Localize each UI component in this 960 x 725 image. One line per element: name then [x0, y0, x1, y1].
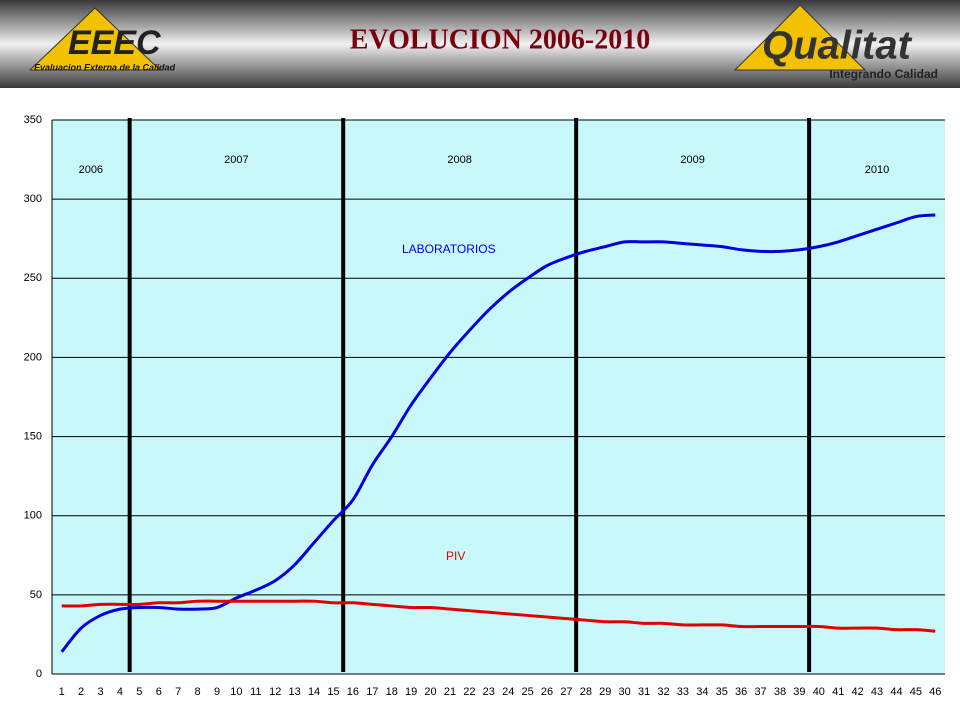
y-tick-label: 200 [24, 351, 42, 363]
x-tick-label: 23 [483, 686, 495, 698]
x-tick-label: 41 [832, 686, 844, 698]
x-tick-label: 16 [347, 686, 359, 698]
x-tick-label: 27 [560, 686, 572, 698]
x-tick-label: 14 [308, 686, 320, 698]
x-tick-label: 9 [214, 686, 220, 698]
y-tick-label: 150 [24, 430, 42, 442]
x-tick-label: 31 [638, 686, 650, 698]
x-tick-label: 15 [327, 686, 339, 698]
x-tick-label: 38 [774, 686, 786, 698]
x-tick-label: 22 [463, 686, 475, 698]
series-line [61, 599, 936, 633]
x-tick-label: 37 [754, 686, 766, 698]
left-logo: EEEC [68, 24, 161, 62]
x-tick-label: 2 [78, 686, 84, 698]
series-line [60, 213, 936, 653]
y-tick-label: 350 [24, 114, 42, 126]
x-tick-label: 46 [929, 686, 941, 698]
x-tick-label: 43 [871, 686, 883, 698]
x-tick-label: 42 [852, 686, 864, 698]
x-tick-label: 11 [250, 686, 261, 698]
x-tick-label: 7 [175, 686, 181, 698]
x-tick-label: 4 [117, 686, 123, 698]
x-tick-label: 5 [136, 686, 142, 698]
x-tick-label: 8 [195, 686, 201, 698]
plot-area [52, 120, 945, 674]
x-tick-label: 10 [230, 686, 242, 698]
x-tick-label: 39 [793, 686, 805, 698]
x-tick-label: 19 [405, 686, 417, 698]
x-tick-label: 32 [657, 686, 669, 698]
y-tick-label: 250 [24, 272, 42, 284]
left-logo-shape [28, 7, 162, 71]
year-label: 2010 [865, 164, 889, 176]
year-label: 2006 [79, 164, 103, 176]
x-tick-label: 1 [59, 686, 65, 698]
x-tick-label: 3 [97, 686, 103, 698]
x-tick-label: 24 [502, 686, 514, 698]
x-tick-label: 44 [890, 686, 902, 698]
x-tick-label: 26 [541, 686, 553, 698]
right-logo-caption: Integrando Calidad [829, 67, 938, 81]
y-tick-label: 300 [24, 193, 42, 205]
year-label: 2009 [680, 154, 704, 166]
y-tick-label: 50 [30, 589, 42, 601]
y-tick-label: 0 [36, 668, 42, 680]
right-logo: Qualitat [762, 24, 913, 68]
x-tick-label: 18 [386, 686, 398, 698]
x-tick-label: 35 [716, 686, 728, 698]
x-tick-label: 33 [677, 686, 689, 698]
y-tick-label: 100 [24, 510, 42, 522]
x-tick-label: 45 [910, 686, 922, 698]
x-tick-label: 21 [444, 686, 456, 698]
x-tick-label: 36 [735, 686, 747, 698]
x-tick-label: 30 [619, 686, 631, 698]
series-label: LABORATORIOS [402, 242, 496, 256]
series-label: PIV [446, 549, 465, 563]
x-tick-label: 25 [521, 686, 533, 698]
x-tick-label: 13 [289, 686, 301, 698]
x-tick-label: 28 [580, 686, 592, 698]
x-tick-label: 6 [156, 686, 162, 698]
left-logo-caption: Evaluacion Externa de la Calidad [34, 62, 176, 72]
year-label: 2008 [447, 154, 471, 166]
x-tick-label: 20 [424, 686, 436, 698]
x-tick-label: 34 [696, 686, 708, 698]
year-label: 2007 [224, 154, 248, 166]
x-tick-label: 12 [269, 686, 281, 698]
x-tick-label: 29 [599, 686, 611, 698]
x-tick-label: 40 [813, 686, 825, 698]
page-title: EVOLUCION 2006-2010 [350, 24, 650, 55]
right-logo-shape [733, 4, 867, 71]
x-tick-label: 17 [366, 686, 378, 698]
